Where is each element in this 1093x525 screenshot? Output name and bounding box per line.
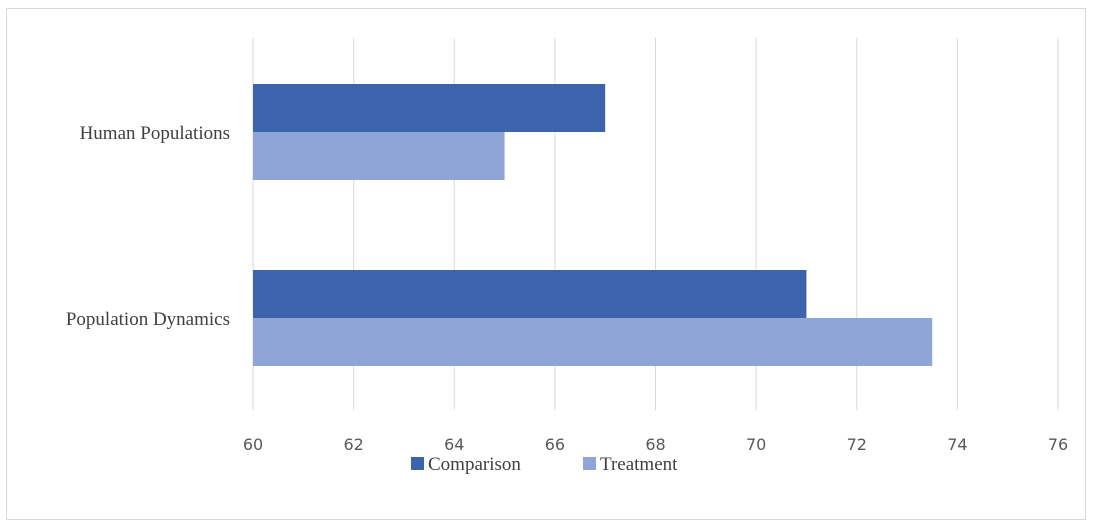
x-tick-label: 66 — [545, 435, 565, 454]
category-label: Human Populations — [80, 123, 230, 144]
legend-swatch-comparison — [411, 457, 424, 470]
x-tick-label: 76 — [1048, 435, 1068, 454]
x-tick-label: 68 — [645, 435, 665, 454]
legend: Comparison Treatment — [411, 454, 678, 475]
x-tick-label: 70 — [746, 435, 766, 454]
x-axis-tick-labels: 60 62 64 66 68 70 72 74 76 — [243, 435, 1068, 454]
x-tick-label: 64 — [444, 435, 464, 454]
legend-label-comparison: Comparison — [428, 454, 521, 475]
bar-comparison-population-dynamics — [253, 270, 807, 318]
x-tick-label: 60 — [243, 435, 263, 454]
x-tick-label: 62 — [343, 435, 363, 454]
legend-swatch-treatment — [583, 457, 596, 470]
legend-label-treatment: Treatment — [600, 454, 678, 475]
bars — [253, 84, 933, 366]
x-tick-label: 72 — [847, 435, 867, 454]
bar-treatment-human-populations — [253, 132, 505, 180]
bar-comparison-human-populations — [253, 84, 606, 132]
x-tick-label: 74 — [947, 435, 967, 454]
category-labels: Human Populations Population Dynamics — [66, 123, 230, 330]
bar-treatment-population-dynamics — [253, 318, 933, 366]
category-label: Population Dynamics — [66, 309, 230, 330]
